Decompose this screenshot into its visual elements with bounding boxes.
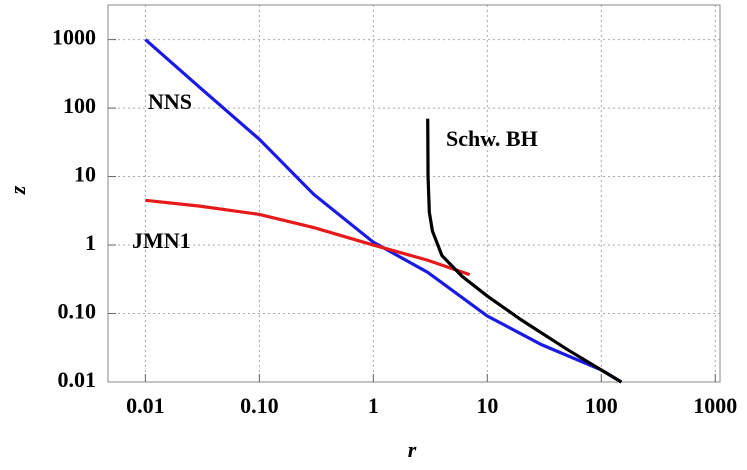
x-tick-label: 1000 (693, 393, 737, 418)
series-line (426, 118, 623, 384)
x-tick-label: 0.01 (126, 393, 165, 418)
y-tick-label: 100 (63, 93, 96, 118)
series-label: JMN1 (132, 228, 191, 253)
series-label: NNS (148, 89, 192, 114)
x-tick-label: 100 (585, 393, 618, 418)
y-tick-label: 0.10 (58, 299, 97, 324)
series-label: Schw. BH (446, 126, 538, 151)
series-line (144, 38, 623, 384)
y-tick-label: 1000 (52, 25, 96, 50)
plot-frame (107, 4, 721, 383)
series-line (145, 198, 471, 277)
x-tick-label: 0.10 (240, 393, 279, 418)
y-tick-label: 1 (85, 230, 96, 255)
y-axis-label: z (5, 185, 30, 195)
x-tick-label: 10 (476, 393, 498, 418)
x-tick-label: 1 (368, 393, 379, 418)
y-tick-label: 10 (74, 162, 96, 187)
x-axis-label: r (408, 437, 417, 462)
y-tick-label: 0.01 (58, 367, 97, 392)
